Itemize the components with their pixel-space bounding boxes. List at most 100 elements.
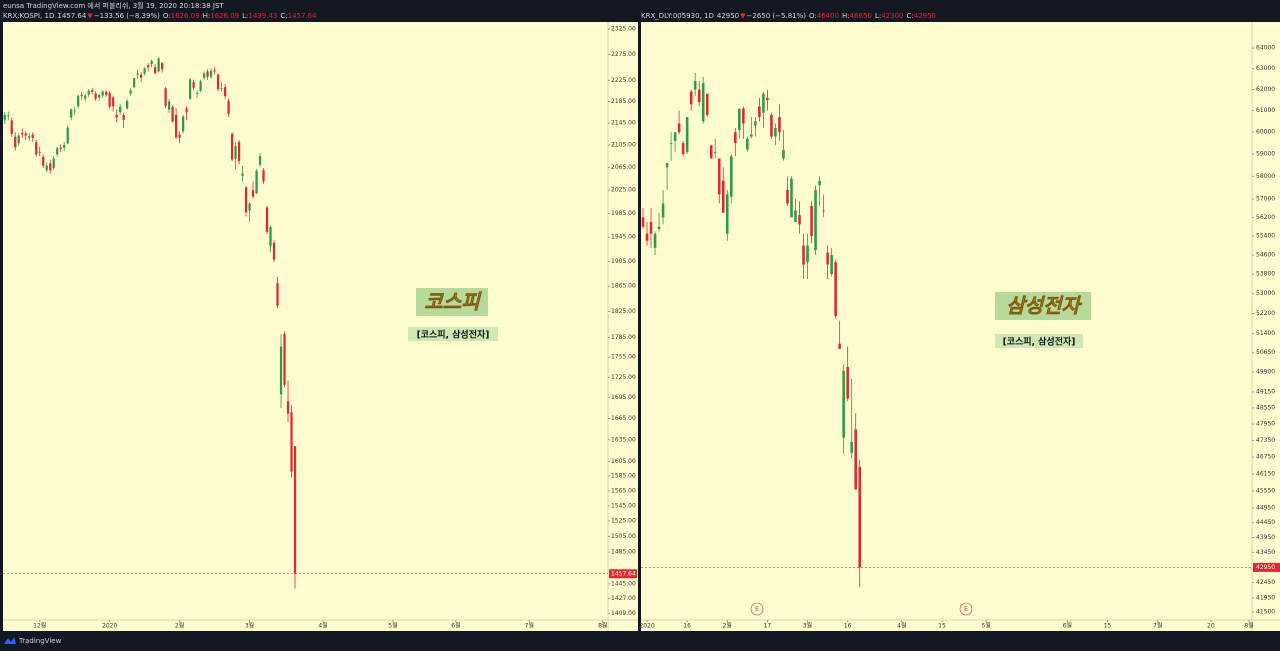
candle-body (3, 114, 6, 121)
candle-body (91, 90, 94, 92)
y-tick-label: 1665.00 (611, 415, 636, 422)
earnings-marker (959, 602, 973, 616)
legend-prefix: C: (280, 12, 287, 20)
candle-body (693, 81, 697, 90)
candle-body (80, 95, 83, 97)
earnings-marker (750, 602, 764, 616)
candle-body (133, 78, 136, 88)
y-tick-label: 1585.00 (611, 473, 636, 480)
y-tick-label: 60000 (1256, 129, 1275, 136)
right-panel (641, 22, 1280, 631)
price-label: 42950 (1256, 564, 1275, 571)
candle-body (167, 101, 171, 110)
candle-body (119, 106, 122, 113)
candle-body (49, 163, 52, 171)
candle-body (63, 144, 66, 148)
candle-body (838, 343, 841, 349)
y-tick-label: 46150 (1256, 470, 1275, 477)
candle-body (725, 194, 729, 234)
candle-body (790, 178, 793, 218)
candle-body (244, 187, 248, 213)
legend-value: 1457.64 (288, 12, 317, 20)
candle-body (734, 132, 737, 144)
legend-prefix: L: (242, 12, 248, 20)
y-tick-label: 43950 (1256, 534, 1275, 541)
candle-body (653, 233, 657, 248)
candle-body (669, 143, 673, 144)
candle-body (112, 97, 115, 107)
candle-body (136, 73, 139, 75)
legend-change: −2650 (−5.81%) (747, 12, 807, 20)
candle-body (645, 233, 649, 241)
candle-body (248, 203, 251, 211)
candle-body (665, 162, 669, 168)
y-tick-label: 1755.00 (611, 354, 636, 361)
y-tick-label: 1409.00 (611, 610, 636, 617)
candle-body (798, 215, 801, 225)
candle-body (258, 156, 262, 165)
candle-body (721, 180, 725, 213)
earnings-label: E (755, 606, 759, 613)
y-tick-label: 62000 (1256, 86, 1275, 93)
annotation-subtitle: [코스피, 삼성전자] (417, 329, 490, 341)
y-tick-label: 1725.00 (611, 374, 636, 381)
candle-body (255, 170, 258, 194)
annotation-badge (995, 292, 1091, 320)
brand-logo (4, 637, 16, 644)
y-tick-label: 64000 (1256, 45, 1275, 52)
candle-body (810, 205, 813, 237)
y-tick-label: 49150 (1256, 388, 1275, 395)
candle-body (276, 283, 279, 306)
y-tick-label: 49900 (1256, 369, 1275, 376)
x-tick-label: 3월 (245, 622, 254, 630)
candle-body (206, 71, 209, 77)
candle-body (174, 114, 178, 138)
candle-body (84, 95, 87, 99)
candle-body (59, 147, 62, 149)
candle-body (685, 117, 689, 152)
candle-body (70, 109, 73, 118)
candle-body (7, 115, 10, 117)
candle-body (697, 89, 701, 103)
x-tick-label: 4월 (897, 622, 906, 630)
price-label-box (609, 569, 637, 579)
candle-body (265, 207, 269, 232)
y-tick-label: 44450 (1256, 519, 1275, 526)
candle-body (98, 95, 101, 98)
candle-body (786, 189, 789, 204)
candle-body (52, 158, 55, 168)
y-tick-label: 50650 (1256, 349, 1275, 356)
candle-body (209, 70, 213, 77)
candle-body (230, 133, 234, 160)
y-tick-label: 1785.00 (611, 334, 636, 341)
x-tick-label: 12월 (33, 622, 46, 630)
candle-body (802, 245, 805, 265)
candle-body (14, 136, 17, 148)
candle-body (649, 222, 653, 234)
candle-body (241, 173, 244, 176)
candle-body (28, 136, 31, 138)
legend-prefix: H: (203, 12, 211, 20)
legend-prefix: C: (906, 12, 913, 20)
candle-body (738, 108, 741, 131)
y-tick-label: 1635.00 (611, 436, 636, 443)
x-tick-label: 2월 (175, 622, 184, 630)
y-tick-label: 58000 (1256, 173, 1275, 180)
y-tick-label: 1565.00 (611, 487, 636, 494)
candle-body (858, 466, 862, 568)
candle-body (94, 93, 97, 99)
candle-body (770, 114, 773, 137)
candle-body (681, 143, 685, 155)
candle-body (283, 334, 286, 385)
candle-body (105, 91, 108, 96)
candle-body (661, 203, 665, 218)
candle-body (758, 106, 761, 118)
candle-body (160, 63, 164, 70)
candle-body (846, 366, 849, 399)
candle-body (750, 134, 753, 137)
candle-body (746, 138, 749, 150)
y-tick-label: 61000 (1256, 107, 1275, 114)
legend-price: 42950 (717, 12, 739, 20)
candle-body (140, 74, 143, 78)
